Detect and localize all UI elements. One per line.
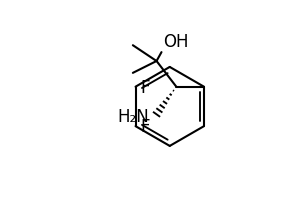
Text: OH: OH: [164, 33, 189, 51]
Text: F: F: [140, 78, 150, 96]
Text: F: F: [140, 118, 150, 136]
Text: H₂N: H₂N: [117, 108, 149, 126]
